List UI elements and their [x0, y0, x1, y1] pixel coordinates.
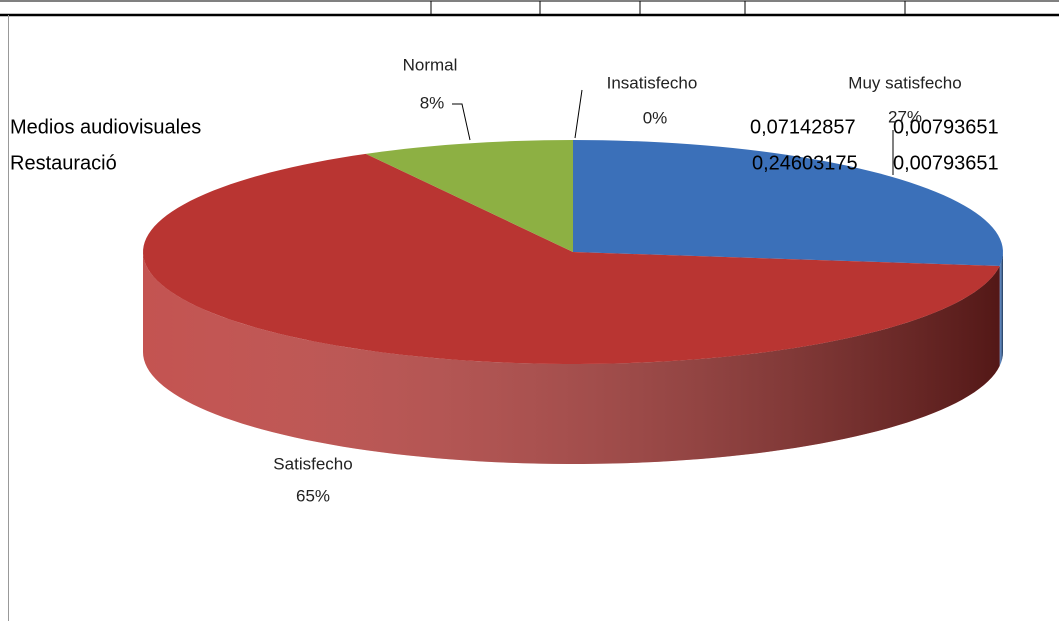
cell-text: 0,00793651	[893, 116, 999, 138]
cell-text: 0,07142857	[750, 116, 856, 138]
slice-label: Insatisfecho	[607, 73, 698, 92]
slice-label: Normal	[403, 55, 458, 74]
labels: Medios audiovisuales Restauració 0,0714285…	[10, 55, 999, 505]
slice-value: 27%	[888, 107, 922, 126]
slice	[365, 140, 573, 252]
cell-text: 0,00793651	[893, 152, 999, 174]
slice-value: 8%	[420, 93, 445, 112]
slice	[143, 153, 1000, 364]
cell-text: Medios audiovisuales	[10, 116, 201, 138]
leader-line	[574, 89, 583, 139]
slice-side-shade	[999, 252, 1003, 367]
cell-text: 0,24603175	[752, 152, 858, 174]
pie	[143, 140, 1003, 464]
slice-label: Muy satisfecho	[848, 73, 961, 92]
slice-label: Satisfecho	[273, 454, 352, 473]
leader-line	[452, 103, 471, 141]
slice-side-shade	[143, 252, 1000, 464]
slice-value: 65%	[296, 486, 330, 505]
slice-value: 0%	[643, 108, 668, 127]
cell-text: Restauració	[10, 152, 117, 174]
slice	[573, 140, 1003, 267]
